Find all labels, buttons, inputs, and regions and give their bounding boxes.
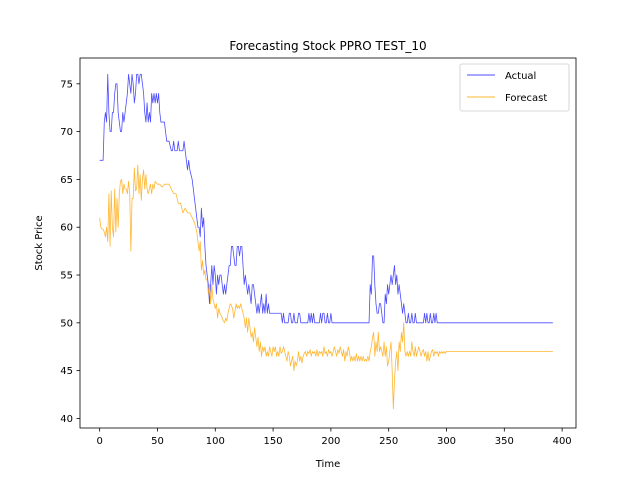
legend-actual-label: Actual: [505, 71, 536, 82]
series-line-actual: [99, 73, 553, 324]
y-tick-label: 50: [60, 318, 73, 329]
x-tick-label: 400: [553, 436, 572, 447]
x-tick-label: 50: [151, 436, 164, 447]
plot-frame: [79, 57, 577, 429]
legend-box: [459, 63, 570, 112]
x-tick-label: 350: [495, 436, 514, 447]
x-tick-label: 250: [379, 436, 398, 447]
legend-forecast-label: Forecast: [505, 93, 547, 104]
y-tick-label: 70: [60, 127, 73, 138]
x-axis: 0 50 100 150 200 250 300 350 400: [96, 428, 572, 447]
x-tick-label: 300: [437, 436, 456, 447]
y-tick-label: 60: [60, 223, 73, 234]
series-line-forecast: [99, 164, 553, 410]
y-tick-label: 45: [60, 366, 73, 377]
x-axis-label: Time: [315, 459, 340, 470]
y-tick-label: 65: [60, 175, 73, 186]
y-axis-label: Stock Price: [34, 215, 45, 270]
y-axis: 40 45 50 55 60 65 70 75: [60, 79, 80, 425]
chart-title: Forecasting Stock PPRO TEST_10: [229, 39, 426, 53]
x-tick-label: 0: [96, 436, 102, 447]
legend: Actual Forecast: [459, 63, 570, 112]
y-tick-label: 55: [60, 271, 73, 282]
plot-area: [99, 73, 553, 410]
y-tick-label: 40: [60, 414, 73, 425]
x-tick-label: 150: [264, 436, 283, 447]
x-tick-label: 100: [206, 436, 225, 447]
y-tick-label: 75: [60, 79, 73, 90]
x-tick-label: 200: [321, 436, 340, 447]
